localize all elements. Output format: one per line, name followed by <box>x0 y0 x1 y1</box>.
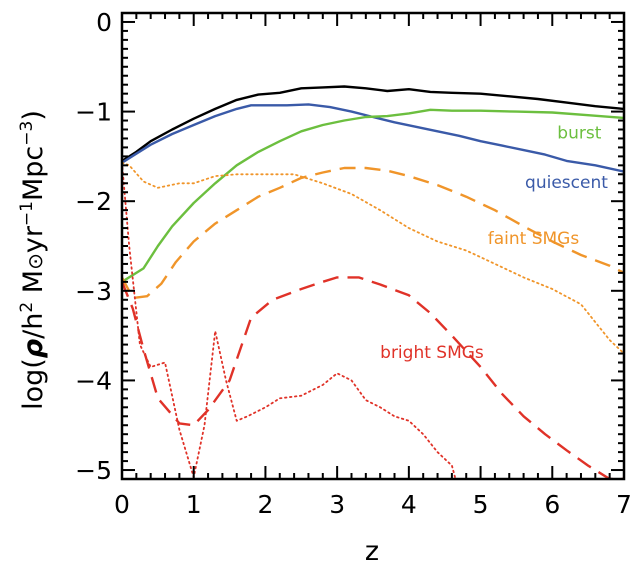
y-tick-label: −4 <box>75 366 112 395</box>
series-layer <box>122 85 624 479</box>
series-line-faint <box>122 166 624 300</box>
y-tick-label: 0 <box>96 8 112 37</box>
x-tick-label: 2 <box>257 490 273 519</box>
series-line-bright <box>122 276 624 479</box>
bright-label: bright SMGs <box>380 343 484 363</box>
y-tick-label: −2 <box>75 187 112 216</box>
axes: 0 1 2 3 4 5 6 7 0 −1 −2 −3 −4 −5 <box>75 8 632 519</box>
quiescent-label: quiescent <box>525 173 608 193</box>
x-axis-title: z <box>365 536 379 564</box>
x-tick-label: 1 <box>186 490 202 519</box>
series-labels: burst quiescent faint SMGs bright SMGs <box>380 123 608 363</box>
y-axis-title: log(ρ/h2 M⊙yr−1Mpc−3) <box>17 110 49 410</box>
series-line-total <box>122 85 624 162</box>
series-line-quiescent <box>122 103 624 173</box>
y-tick-label: −1 <box>75 98 112 127</box>
x-tick-label: 4 <box>401 490 417 519</box>
x-tick-label: 5 <box>473 490 489 519</box>
series-line-burst <box>122 108 624 283</box>
series-line-bright-dotted <box>122 161 457 479</box>
y-tick-label: −3 <box>75 277 112 306</box>
y-tick-label: −5 <box>75 456 112 485</box>
x-tick-label: 7 <box>616 490 632 519</box>
burst-label: burst <box>557 123 601 143</box>
x-tick-label: 3 <box>329 490 345 519</box>
faint-label: faint SMGs <box>488 229 580 249</box>
x-tick-label: 6 <box>544 490 560 519</box>
series-line-faint-dotted <box>122 161 624 355</box>
x-tick-label: 0 <box>114 490 130 519</box>
